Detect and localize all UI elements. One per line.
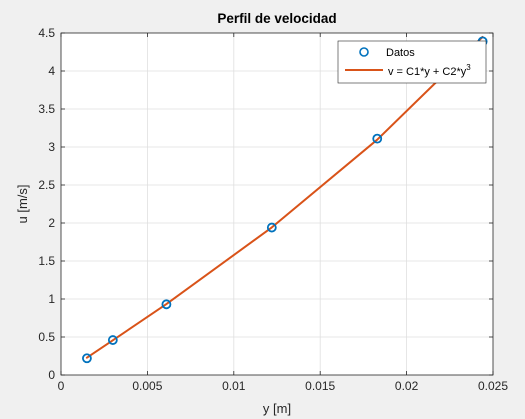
- y-tick-label: 0: [48, 368, 55, 382]
- legend-marker-datos: [359, 47, 369, 57]
- x-tick-label: 0.025: [478, 379, 508, 393]
- data-point-marker: [107, 335, 118, 345]
- y-tick-label: 4: [48, 64, 55, 78]
- x-tick-label: 0.015: [305, 379, 335, 393]
- x-tick-label: 0.02: [395, 379, 419, 393]
- data-point-marker: [266, 222, 277, 233]
- legend-label-fit-text: v = C1*y + C2*y: [388, 66, 467, 78]
- data-point-marker: [161, 299, 172, 310]
- y-tick-label: 0.5: [38, 330, 55, 344]
- axes-background: [61, 33, 493, 375]
- data-point-marker: [372, 133, 383, 144]
- legend-label-fit: v = C1*y + C2*y3: [388, 63, 471, 78]
- tick-labels: 0 0.005 0.01 0.015 0.02 0.025 0 0.5 1 1.5 2 2.5 3 3.5…: [38, 26, 508, 393]
- fit-curve-line: [85, 35, 484, 359]
- grid: [61, 33, 493, 375]
- y-tick-label: 3: [48, 140, 55, 154]
- x-axis-label: y [m]: [263, 401, 291, 416]
- axes-box: [60, 32, 494, 376]
- x-tick-label: 0.005: [132, 379, 162, 393]
- plot-area: [82, 35, 488, 364]
- y-tick-label: 1.5: [38, 254, 55, 268]
- legend-label-datos: Datos: [386, 47, 415, 59]
- x-tick-label: 0: [58, 379, 65, 393]
- x-tick-label: 0.01: [222, 379, 246, 393]
- y-tick-label: 1: [48, 292, 55, 306]
- y-tick-label: 4.5: [38, 26, 55, 40]
- y-tick-label: 2: [48, 216, 55, 230]
- y-axis-label: u [m/s]: [15, 184, 30, 223]
- legend[interactable]: Datos v = C1*y + C2*y3: [337, 40, 487, 84]
- chart-title: Perfil de velocidad: [217, 11, 336, 26]
- y-tick-label: 3.5: [38, 102, 55, 116]
- data-point-marker: [82, 353, 92, 364]
- y-tick-label: 2.5: [38, 178, 55, 192]
- legend-label-fit-superscript: 3: [466, 63, 471, 72]
